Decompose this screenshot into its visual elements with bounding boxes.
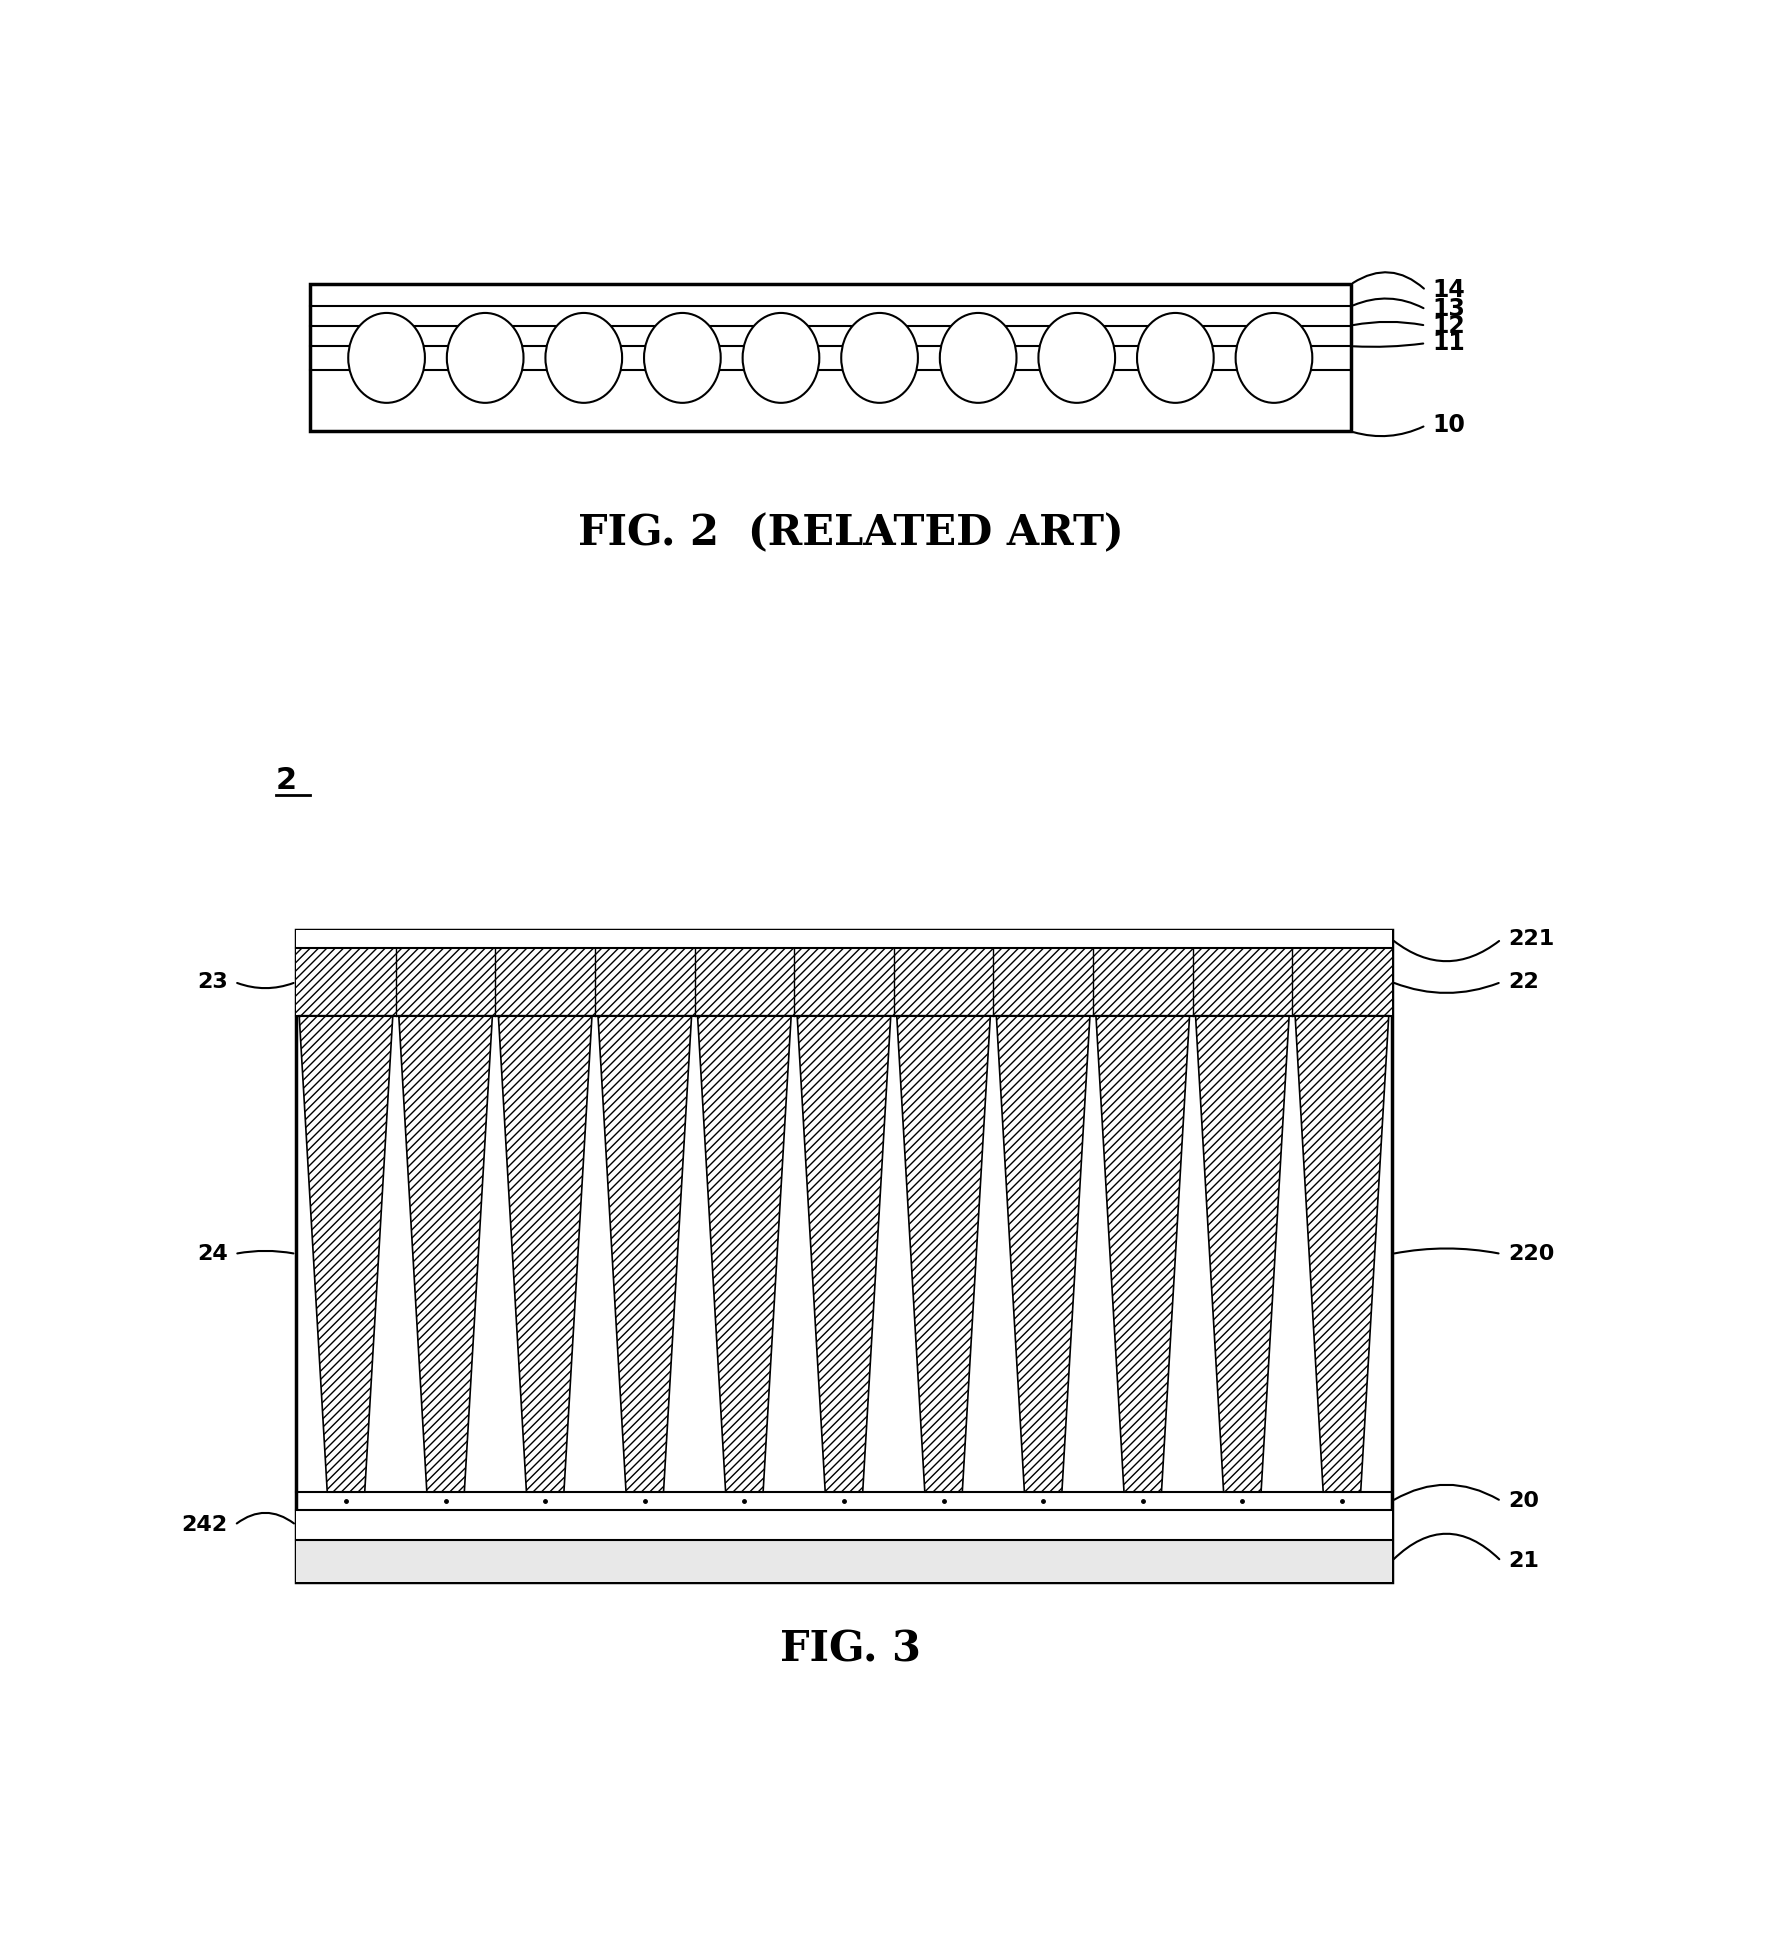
Text: 242: 242 — [182, 1516, 228, 1535]
Ellipse shape — [447, 313, 523, 403]
Polygon shape — [698, 1016, 792, 1493]
Text: 23: 23 — [196, 971, 228, 992]
Polygon shape — [597, 1016, 691, 1493]
Text: 12: 12 — [1433, 313, 1465, 337]
Polygon shape — [1295, 1016, 1389, 1493]
Bar — [309, 284, 1350, 432]
Text: 14: 14 — [1433, 278, 1465, 302]
Text: 13: 13 — [1433, 298, 1465, 321]
Text: 2: 2 — [276, 767, 297, 796]
Ellipse shape — [940, 313, 1016, 403]
Polygon shape — [399, 1016, 493, 1493]
Ellipse shape — [1136, 313, 1214, 403]
Text: 24: 24 — [196, 1243, 228, 1265]
Polygon shape — [997, 1016, 1090, 1493]
Text: 10: 10 — [1433, 413, 1465, 438]
Text: 220: 220 — [1509, 1243, 1555, 1265]
Bar — [297, 930, 1392, 948]
Ellipse shape — [348, 313, 424, 403]
Polygon shape — [1096, 1016, 1189, 1493]
Text: 20: 20 — [1509, 1491, 1539, 1512]
Polygon shape — [1196, 1016, 1290, 1493]
Bar — [297, 1539, 1392, 1582]
Polygon shape — [498, 1016, 592, 1493]
Text: FIG. 3: FIG. 3 — [781, 1629, 921, 1670]
Ellipse shape — [643, 313, 721, 403]
Ellipse shape — [841, 313, 917, 403]
Polygon shape — [299, 1016, 392, 1493]
Text: 21: 21 — [1509, 1551, 1539, 1570]
Text: 22: 22 — [1509, 971, 1539, 992]
Text: 221: 221 — [1509, 930, 1555, 950]
Ellipse shape — [742, 313, 820, 403]
Polygon shape — [896, 1016, 990, 1493]
Text: 11: 11 — [1433, 331, 1465, 354]
Text: FIG. 2  (RELATED ART): FIG. 2 (RELATED ART) — [578, 512, 1124, 555]
Ellipse shape — [1039, 313, 1115, 403]
Bar — [297, 930, 1392, 1582]
Ellipse shape — [1235, 313, 1313, 403]
Polygon shape — [797, 1016, 891, 1493]
Bar — [297, 1510, 1392, 1539]
Bar — [297, 948, 1392, 1016]
Ellipse shape — [546, 313, 622, 403]
